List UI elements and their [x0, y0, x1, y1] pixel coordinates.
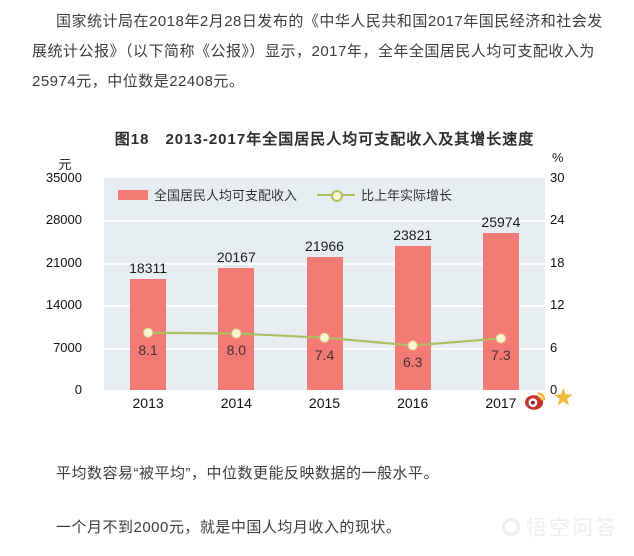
bar-2016 — [394, 245, 431, 390]
income-growth-chart: 图18 2013-2017年全国居民人均可支配收入及其增长速度 元 % 3500… — [0, 112, 634, 448]
star-icon: ★ — [553, 384, 574, 410]
left-axis-ticks: 35000 28000 21000 14000 7000 0 — [30, 170, 92, 397]
x-label-2014: 2014 — [220, 395, 252, 411]
right-tick-12: 12 — [550, 297, 565, 313]
left-tick-28000: 28000 — [45, 212, 82, 228]
paragraph-monthly: 一个月不到2000元，就是中国人均月收入的现状。 — [56, 519, 402, 536]
bar-legend-label: 全国居民人均可支配收入 — [154, 188, 298, 203]
growth-value-2015: 7.4 — [314, 346, 335, 363]
legend-item-income: 全国居民人均可支配收入 — [118, 185, 297, 204]
bar-value-2015: 21966 — [305, 237, 344, 254]
right-tick-30: 30 — [550, 170, 565, 185]
growth-value-2016: 6.3 — [402, 354, 423, 371]
bar-2014 — [218, 267, 255, 390]
left-tick-0: 0 — [74, 382, 82, 397]
left-tick-21000: 21000 — [45, 254, 82, 270]
bar-2017 — [482, 232, 519, 390]
right-axis-ticks: 30 24 18 12 6 0 — [550, 170, 590, 397]
bar-value-2014: 20167 — [216, 248, 256, 265]
x-axis-labels: 2013 2014 2015 2016 2017 — [104, 395, 545, 415]
wukong-logo-icon — [502, 518, 520, 536]
chart-legend: 全国居民人均可支配收入 比上年实际增长 — [118, 185, 452, 204]
right-tick-24: 24 — [550, 212, 565, 228]
growth-value-2017: 7.3 — [491, 347, 511, 364]
watermark-text: 悟空问答 — [526, 517, 618, 540]
left-tick-14000: 14000 — [45, 297, 82, 313]
x-label-2016: 2016 — [397, 395, 429, 411]
right-tick-0: 0 — [550, 382, 558, 397]
line-legend-swatch — [317, 189, 356, 202]
right-axis-unit: % — [552, 150, 564, 165]
plot-area: 全国居民人均可支配收入 比上年实际增长 18311 20167 21966 23821… — [104, 178, 545, 390]
right-tick-6: 6 — [550, 339, 558, 355]
gridline — [104, 220, 545, 223]
growth-value-2014: 8.0 — [226, 342, 247, 359]
weibo-icon — [524, 390, 547, 411]
watermark: 悟空问答 — [502, 512, 618, 542]
bar-legend-swatch — [118, 189, 148, 200]
chart-title: 图18 2013-2017年全国居民人均可支配收入及其增长速度 — [114, 131, 535, 148]
paragraph-average: 平均数容易“被平均”，中位数更能反映数据的一般水平。 — [56, 465, 439, 482]
left-tick-7000: 7000 — [53, 339, 82, 355]
bar-2013 — [130, 279, 167, 390]
bar-value-2013: 18311 — [129, 260, 168, 277]
left-axis-unit: 元 — [58, 157, 72, 172]
legend-item-growth: 比上年实际增长 — [317, 185, 452, 204]
bar-value-2016: 23821 — [393, 226, 433, 243]
x-label-2017: 2017 — [485, 395, 517, 411]
bar-value-2017: 25974 — [481, 213, 521, 230]
right-tick-18: 18 — [550, 254, 565, 270]
line-legend-label: 比上年实际增长 — [361, 188, 453, 203]
paragraph-intro: 国家统计局在2018年2月28日发布的《中华人民共和国2017年国民经济和社会发… — [32, 13, 603, 90]
x-label-2013: 2013 — [132, 395, 164, 411]
x-label-2015: 2015 — [308, 395, 341, 411]
growth-value-2013: 8.1 — [138, 341, 158, 358]
left-tick-35000: 35000 — [45, 170, 82, 185]
bar-2015 — [306, 256, 343, 390]
